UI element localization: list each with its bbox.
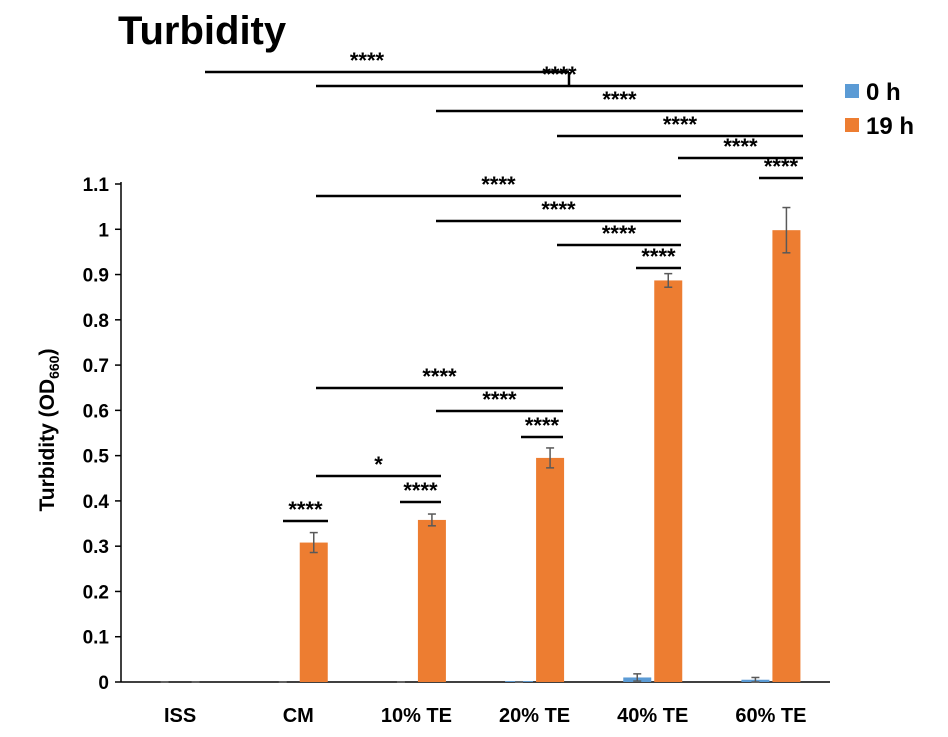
bars xyxy=(160,206,801,683)
chart-title: Turbidity xyxy=(118,9,287,53)
legend-label-0h: 0 h xyxy=(866,79,901,106)
bar-19h xyxy=(536,457,565,682)
legend: 0 h 19 h xyxy=(845,79,914,140)
significance-label: **** xyxy=(602,87,637,112)
significance-label: **** xyxy=(403,478,438,503)
significance-label: **** xyxy=(482,387,517,412)
bar-19h xyxy=(417,519,446,682)
legend-label-19h: 19 h xyxy=(866,113,914,140)
y-tick-label: 0 xyxy=(98,673,109,694)
significance-brackets: ****************************************… xyxy=(205,48,803,523)
y-tick-label: 0.4 xyxy=(83,492,110,513)
x-tick-label: 60% TE xyxy=(735,705,806,727)
y-tick-label: 0.8 xyxy=(83,311,109,332)
bar-19h xyxy=(772,230,801,683)
y-axis-label-close: ) xyxy=(36,349,59,356)
x-tick-label: CM xyxy=(283,705,314,727)
legend-swatch-0h xyxy=(845,84,859,98)
y-tick-label: 1 xyxy=(98,220,109,241)
axes: 0 0.1 0.2 0.3 0.4 0.5 0.6 0.7 0.8 0.9 1 1.1 ISS CM 10%… xyxy=(83,175,830,727)
significance-label: **** xyxy=(288,497,323,522)
significance-label: **** xyxy=(542,62,577,87)
y-tick-label: 0.2 xyxy=(83,582,109,603)
y-tick-label: 0.1 xyxy=(83,628,110,649)
legend-swatch-19h xyxy=(845,118,859,132)
y-tick-label: 0.6 xyxy=(83,401,109,422)
significance-label: **** xyxy=(663,112,698,137)
bar-19h xyxy=(299,542,328,682)
significance-label: **** xyxy=(422,364,457,389)
significance-label: **** xyxy=(541,197,576,222)
significance-label: **** xyxy=(764,154,799,179)
significance-label: **** xyxy=(602,221,637,246)
x-tick-label: 10% TE xyxy=(381,705,452,727)
y-tick-label: 1.1 xyxy=(83,175,110,196)
significance-label: **** xyxy=(723,134,758,159)
y-tick-label: 0.9 xyxy=(83,266,109,287)
significance-label: **** xyxy=(481,172,516,197)
bar-19h xyxy=(654,280,683,682)
x-tick-label: 40% TE xyxy=(617,705,688,727)
y-axis-label-main: Turbidity (OD xyxy=(36,379,59,512)
significance-label: * xyxy=(374,452,383,477)
significance-label: **** xyxy=(641,244,676,269)
significance-label: **** xyxy=(525,413,560,438)
y-axis-label-subscript: 660 xyxy=(46,355,62,379)
significance-label: **** xyxy=(350,48,385,73)
y-axis-label: Turbidity (OD660) xyxy=(36,349,62,512)
x-tick-label: 20% TE xyxy=(499,705,570,727)
y-tick-label: 0.7 xyxy=(83,356,109,377)
y-tick-label: 0.3 xyxy=(83,537,109,558)
y-tick-label: 0.5 xyxy=(83,447,110,468)
x-tick-label: ISS xyxy=(164,705,196,727)
